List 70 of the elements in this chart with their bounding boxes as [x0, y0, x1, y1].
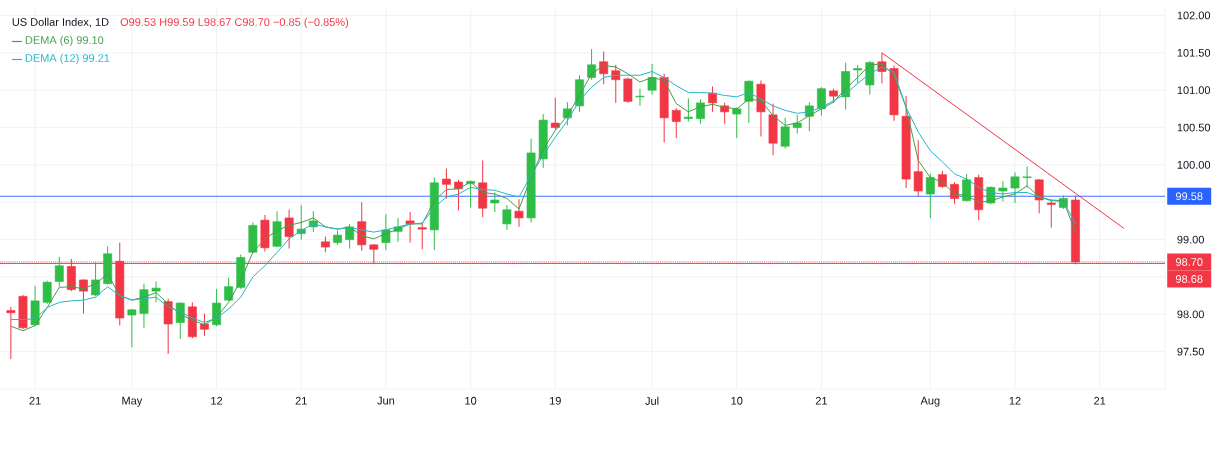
candlestick — [696, 98, 705, 125]
x-tick-label: 21 — [1094, 396, 1106, 405]
candlestick — [732, 106, 742, 139]
text: US Dollar Index, 1D — [12, 17, 109, 28]
candlestick — [599, 50, 609, 85]
candlestick — [357, 201, 367, 252]
x-tick-label: Jun — [377, 396, 395, 405]
candlestick — [54, 256, 64, 288]
ref-line-label: 99.58 — [1175, 192, 1203, 201]
candlestick — [1034, 178, 1044, 214]
ref-line-label: 98.68 — [1175, 275, 1203, 283]
x-tick-label: 21 — [815, 396, 828, 405]
legend-label: DEMA (6) — [25, 35, 73, 47]
candlestick — [817, 86, 826, 117]
x-tick-label: Jul — [645, 396, 659, 405]
x-tick-label: 21 — [29, 396, 41, 405]
candlestick — [91, 261, 100, 297]
x-tick-label: Aug — [920, 396, 940, 407]
candlestick — [853, 64, 863, 84]
candlestick — [611, 64, 621, 104]
y-tick-label: 98.00 — [1177, 310, 1204, 319]
candlestick — [1010, 171, 1020, 204]
y-tick-label: 100.50 — [1177, 123, 1211, 132]
candlestick — [671, 107, 681, 139]
x-tick-label: 12 — [1009, 396, 1021, 405]
x-tick-label: 19 — [550, 396, 561, 405]
x-tick-label: 12 — [211, 396, 223, 405]
candlestick — [925, 173, 935, 219]
legend-label: DEMA (12) — [25, 53, 79, 65]
y-tick-label: 101.50 — [1177, 48, 1211, 57]
candlestick — [284, 209, 294, 250]
candlestick — [405, 211, 415, 244]
y-tick-label: 102.00 — [1177, 11, 1211, 20]
y-tick-label: 101.00 — [1177, 86, 1211, 95]
candlestick — [635, 88, 645, 107]
candlestick — [647, 63, 657, 96]
candlestick — [79, 278, 88, 315]
annotation: O99.53 H99.59 L98.67 C98.70 −0.85 (−0.85%) — [120, 17, 349, 29]
candlestick — [780, 117, 790, 149]
candlestick — [6, 306, 16, 360]
annotation: 99.10 — [76, 36, 104, 44]
candlestick — [127, 308, 137, 348]
candlestick — [744, 79, 754, 124]
y-tick-label: 100.00 — [1177, 160, 1211, 169]
candlestick — [139, 283, 149, 329]
candlestick — [587, 48, 596, 81]
candlestick — [42, 280, 52, 305]
candlestick — [998, 180, 1008, 202]
candlestick — [683, 97, 693, 123]
candlestick — [623, 76, 633, 104]
x-tick-label: 10 — [465, 396, 477, 405]
candlestick — [441, 168, 451, 199]
y-tick-label: 97.50 — [1177, 347, 1204, 356]
candlestick — [950, 181, 959, 205]
ref-line-label: 98.70 — [1175, 258, 1203, 266]
candlestick — [417, 221, 427, 250]
candlestick — [1046, 199, 1056, 229]
annotation: 99.21 — [82, 54, 110, 62]
x-tick-label: 10 — [731, 396, 743, 405]
candlestick — [792, 114, 802, 135]
candlestick — [913, 139, 923, 197]
x-tick-label: May — [122, 396, 143, 407]
candlestick — [502, 204, 512, 231]
x-tick-label: 21 — [295, 396, 307, 405]
candlestick — [224, 277, 234, 302]
candlestick — [708, 85, 717, 113]
candlestick — [550, 97, 560, 131]
candlestick — [514, 198, 524, 228]
candlestick — [151, 280, 161, 303]
y-tick-label: 99.00 — [1177, 235, 1204, 244]
